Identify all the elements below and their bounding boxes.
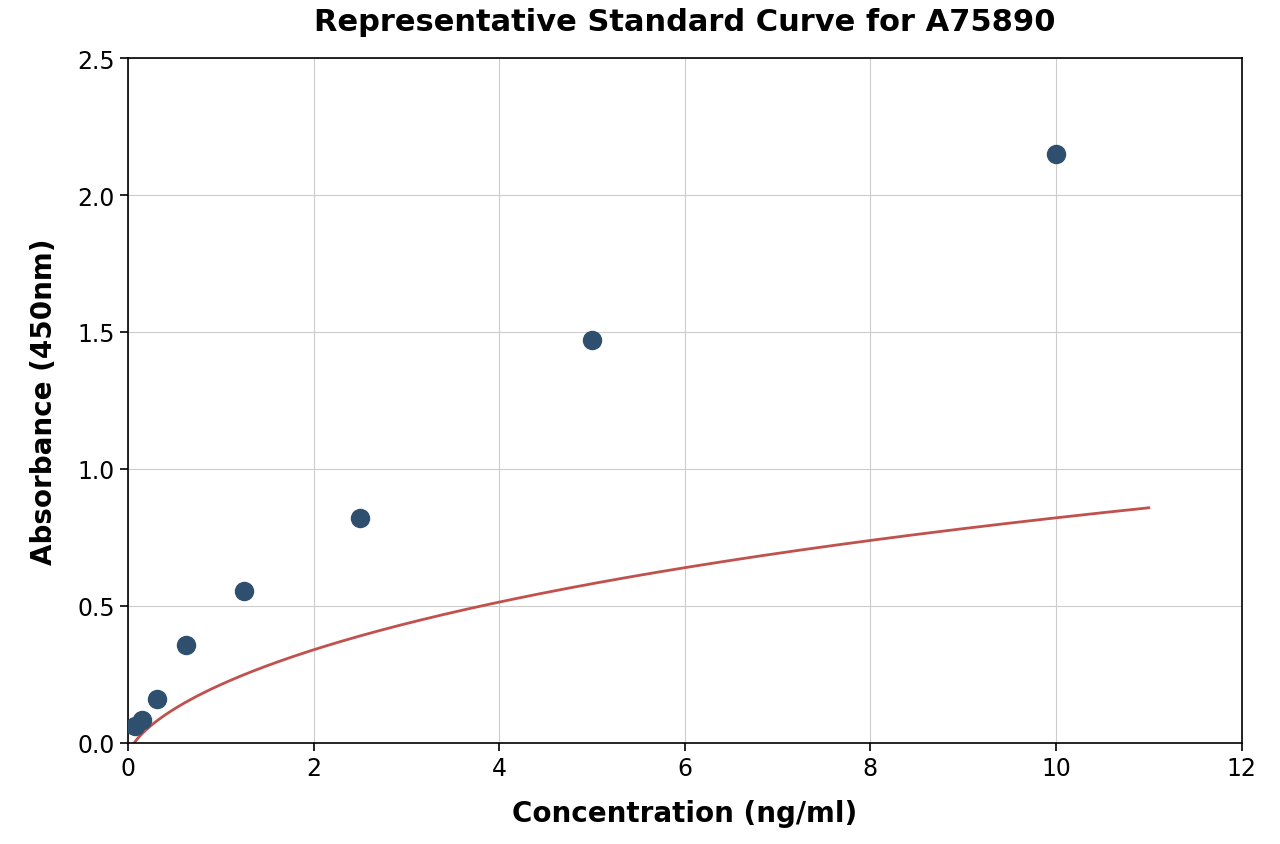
Point (175, 639, 196, 652)
Point (234, 584, 255, 598)
Point (132, 713, 152, 727)
Point (349, 511, 370, 525)
X-axis label: Concentration (ng/ml): Concentration (ng/ml) (512, 799, 858, 827)
Point (581, 334, 602, 348)
Point (1046, 148, 1066, 161)
Point (125, 720, 146, 733)
Title: Representative Standard Curve for A75890: Representative Standard Curve for A75890 (314, 8, 1056, 37)
Y-axis label: Absorbance (450nm): Absorbance (450nm) (29, 238, 58, 564)
Point (147, 692, 168, 706)
